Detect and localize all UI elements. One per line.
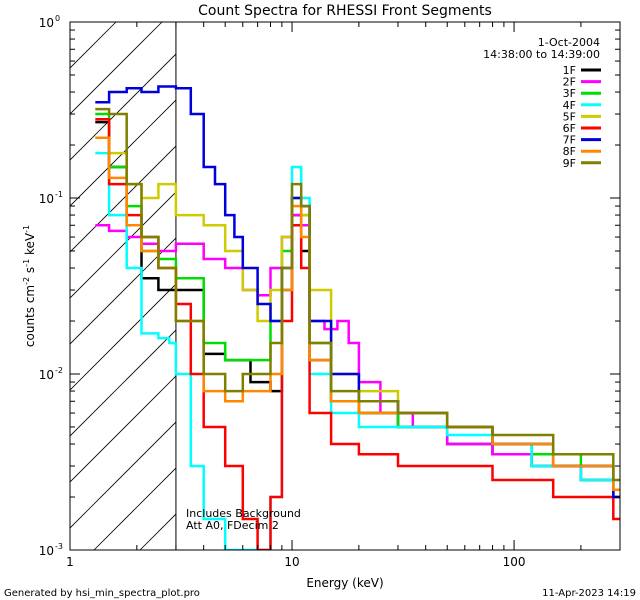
axis-ticks	[69, 21, 621, 551]
series-line-8F	[95, 136, 620, 491]
x-tick-label: 100	[503, 555, 526, 569]
hatch-line	[70, 421, 176, 529]
footer-generated-by: Generated by hsi_min_spectra_plot.pro	[4, 588, 200, 599]
x-tick-label: 1	[66, 555, 74, 569]
annotation-attenuator: Att A0, FDecim 2	[186, 519, 279, 532]
hatch-line	[70, 375, 176, 483]
y-tick-label: 10	[39, 544, 54, 558]
series-line-1F	[95, 120, 620, 499]
series-layer	[95, 85, 620, 550]
legend-label-7F: 7F	[563, 134, 576, 147]
y-tick-label: 10	[39, 368, 54, 382]
legend-label-8F: 8F	[563, 145, 576, 158]
series-line-3F	[95, 112, 620, 499]
plot-frame	[69, 21, 621, 551]
legend-label-9F: 9F	[563, 157, 576, 170]
legend-label-2F: 2F	[563, 76, 576, 89]
y-tick-exponent: -2	[55, 366, 63, 375]
hatched-region	[70, 22, 176, 550]
time-range-label: 14:38:00 to 14:39:00	[483, 48, 600, 61]
hatch-line	[70, 53, 176, 161]
y-tick-exponent: 0	[55, 14, 60, 23]
hatch-line	[70, 237, 176, 345]
annotation-background: Includes Background	[186, 507, 301, 520]
legend-label-1F: 1F	[563, 64, 576, 77]
legend-label-6F: 6F	[563, 122, 576, 135]
hatch-line	[70, 191, 176, 299]
hatch-line	[93, 467, 176, 550]
y-axis-label: counts cm-2 s-1 keV-1	[22, 225, 37, 347]
y-tick-label: 10	[39, 192, 54, 206]
legend-label-4F: 4F	[563, 99, 576, 112]
hatch-line	[70, 22, 163, 115]
series-line-9F	[95, 107, 620, 482]
y-tick-exponent: -1	[55, 190, 63, 199]
x-tick-label: 10	[284, 555, 299, 569]
x-tick-labels: 1 10 100	[66, 555, 525, 569]
footer-timestamp: 11-Apr-2023 14:19	[542, 588, 636, 599]
date-label: 1-Oct-2004	[538, 36, 600, 49]
hatch-line	[70, 99, 176, 207]
legend-label-5F: 5F	[563, 110, 576, 123]
legend-label-3F: 3F	[563, 87, 576, 100]
hatch-line	[70, 283, 176, 391]
y-tick-label: 10	[39, 16, 54, 30]
chart-title: Count Spectra for RHESSI Front Segments	[198, 3, 492, 19]
y-tick-exponent: -3	[55, 542, 63, 551]
hatch-line	[70, 145, 176, 253]
x-axis-label: Energy (keV)	[306, 576, 383, 590]
